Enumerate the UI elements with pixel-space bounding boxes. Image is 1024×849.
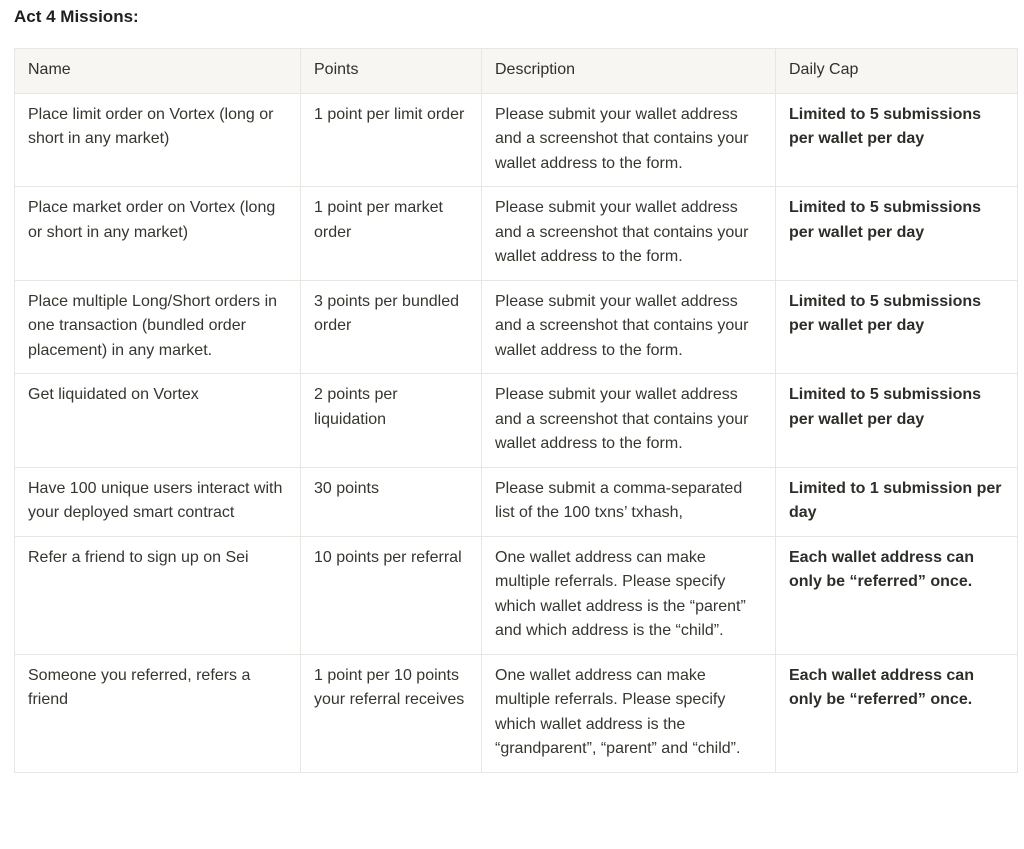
table-row: Place limit order on Vortex (long or sho… bbox=[14, 92, 1018, 187]
cell-name: Refer a friend to sign up on Sei bbox=[14, 535, 301, 655]
cell-name: Someone you referred, refers a friend bbox=[14, 653, 301, 773]
cell-daily-cap: Limited to 5 submissions per wallet per … bbox=[775, 186, 1018, 281]
cell-description: Please submit your wallet address and a … bbox=[481, 279, 776, 374]
cell-description: Please submit a comma-separated list of … bbox=[481, 466, 776, 537]
cell-points: 2 points per liquidation bbox=[300, 373, 482, 468]
cell-name: Have 100 unique users interact with your… bbox=[14, 466, 301, 537]
cell-daily-cap: Each wallet address can only be “referre… bbox=[775, 535, 1018, 655]
cell-description: One wallet address can make multiple ref… bbox=[481, 535, 776, 655]
cell-points: 3 points per bundled order bbox=[300, 279, 482, 374]
column-header-name: Name bbox=[14, 48, 301, 94]
cell-daily-cap: Limited to 5 submissions per wallet per … bbox=[775, 279, 1018, 374]
table-row: Place multiple Long/Short orders in one … bbox=[14, 279, 1018, 374]
cell-points: 10 points per referral bbox=[300, 535, 482, 655]
table-row: Have 100 unique users interact with your… bbox=[14, 466, 1018, 537]
cell-daily-cap: Limited to 1 submission per day bbox=[775, 466, 1018, 537]
cell-points: 1 point per market order bbox=[300, 186, 482, 281]
cell-name: Place market order on Vortex (long or sh… bbox=[14, 186, 301, 281]
cell-daily-cap: Limited to 5 submissions per wallet per … bbox=[775, 92, 1018, 187]
table-row: Place market order on Vortex (long or sh… bbox=[14, 186, 1018, 281]
cell-points: 30 points bbox=[300, 466, 482, 537]
table-header-row: Name Points Description Daily Cap bbox=[14, 48, 1018, 94]
cell-daily-cap: Limited to 5 submissions per wallet per … bbox=[775, 373, 1018, 468]
cell-description: One wallet address can make multiple ref… bbox=[481, 653, 776, 773]
table-row: Get liquidated on Vortex 2 points per li… bbox=[14, 373, 1018, 468]
cell-name: Get liquidated on Vortex bbox=[14, 373, 301, 468]
page-title: Act 4 Missions: bbox=[14, 7, 139, 26]
cell-name: Place multiple Long/Short orders in one … bbox=[14, 279, 301, 374]
cell-description: Please submit your wallet address and a … bbox=[481, 373, 776, 468]
table-row: Someone you referred, refers a friend 1 … bbox=[14, 653, 1018, 773]
missions-table: Name Points Description Daily Cap Place … bbox=[14, 48, 1018, 773]
cell-points: 1 point per limit order bbox=[300, 92, 482, 187]
column-header-description: Description bbox=[481, 48, 776, 94]
table-row: Refer a friend to sign up on Sei 10 poin… bbox=[14, 535, 1018, 655]
column-header-daily-cap: Daily Cap bbox=[775, 48, 1018, 94]
cell-name: Place limit order on Vortex (long or sho… bbox=[14, 92, 301, 187]
cell-description: Please submit your wallet address and a … bbox=[481, 186, 776, 281]
cell-daily-cap: Each wallet address can only be “referre… bbox=[775, 653, 1018, 773]
cell-points: 1 point per 10 points your referral rece… bbox=[300, 653, 482, 773]
column-header-points: Points bbox=[300, 48, 482, 94]
cell-description: Please submit your wallet address and a … bbox=[481, 92, 776, 187]
